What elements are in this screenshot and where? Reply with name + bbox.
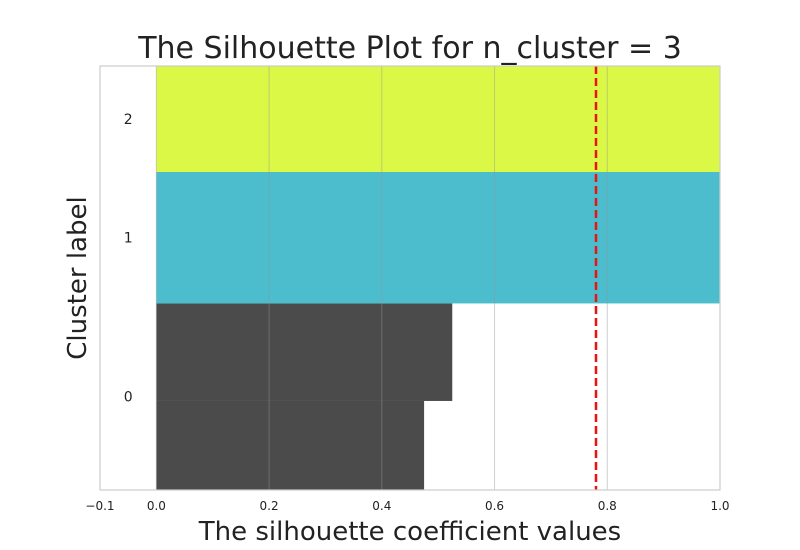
cluster-2-bar-segment: [156, 66, 720, 172]
cluster-label-0: 0: [124, 390, 133, 406]
plot-area: −0.1 0.0 0.2 0.4 0.6 0.8 1.0 0 1 2: [85, 65, 730, 513]
x-tick-label: 0.8: [598, 499, 617, 513]
x-tick-label: 0.6: [485, 499, 504, 513]
cluster-0-bar-segment: [156, 303, 453, 401]
cluster-1-bar-segment: [156, 172, 720, 304]
cluster-label-2: 2: [124, 112, 133, 128]
plot-frame: [99, 65, 721, 491]
y-axis-label: Cluster label: [63, 196, 93, 359]
cluster-0-bar-segment: [156, 400, 425, 490]
x-tick-label: 0.2: [260, 499, 279, 513]
cluster-label-1: 1: [124, 231, 133, 247]
x-tick-label: 0.0: [147, 499, 166, 513]
x-tick-label: 1.0: [710, 499, 729, 513]
x-axis-label: The silhouette coefficient values: [198, 517, 621, 547]
x-tick-label: −0.1: [85, 499, 114, 513]
x-tick-label: 0.4: [372, 499, 391, 513]
chart-title: The Silhouette Plot for n_cluster = 3: [137, 31, 682, 66]
